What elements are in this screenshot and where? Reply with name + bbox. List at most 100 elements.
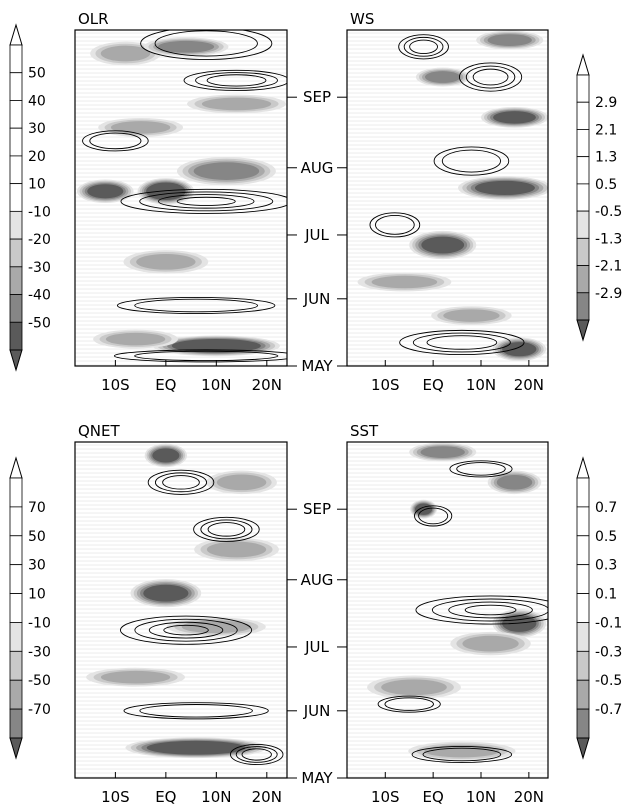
plot-frame (74, 441, 288, 779)
colorbar-segment (9, 238, 23, 268)
x-tick-label: 10S (371, 788, 400, 806)
x-tick-label: 10S (101, 376, 130, 394)
panel-ws: WS 10S EQ 10N 20N (346, 10, 549, 394)
colorbar-segment (576, 679, 590, 710)
contour-line (426, 335, 498, 350)
shaded-anomaly (157, 40, 215, 53)
contour-line (139, 191, 274, 212)
colorbar-label: -0.1 (595, 615, 622, 631)
contour-line (459, 62, 523, 92)
colorbar-segment (576, 74, 590, 103)
colorbar-label: 40 (28, 93, 46, 109)
contour-line (415, 595, 548, 625)
contour-line (422, 747, 502, 762)
contour-line (116, 297, 276, 315)
colorbar-segment (9, 210, 23, 240)
panel-olr: OLR 10S EQ 10N 20N MAY JUN JUL AUG SEP (74, 10, 347, 394)
colorbar-label: 10 (28, 587, 46, 603)
colorbar-label: -50 (28, 315, 51, 331)
shaded-anomaly (87, 184, 124, 199)
colorbar-segment (576, 593, 590, 623)
shaded-anomaly (496, 474, 533, 490)
shaded-anomaly (462, 635, 519, 652)
colorbar-label: 50 (28, 66, 46, 82)
shaded-anomaly (176, 339, 257, 352)
contour-line (409, 39, 438, 55)
colorbar-arrow-bottom (9, 349, 23, 372)
colorbar-label: 70 (28, 500, 46, 516)
contour-line (148, 621, 224, 639)
colorbar-arrow-top (9, 456, 23, 479)
colorbar-segment (576, 210, 590, 239)
contour-line (433, 146, 510, 176)
colorbar-label: -0.3 (595, 644, 622, 660)
panel-title: QNET (78, 422, 121, 440)
colorbar-label: -0.5 (595, 204, 622, 220)
plot-area (75, 442, 287, 778)
colorbar-label: -0.7 (595, 702, 622, 718)
colorbar: 50 40 30 20 10 -10 -20 -30 -40 -50 (9, 23, 51, 372)
colorbar-label: -70 (28, 702, 51, 718)
contour-line (464, 604, 517, 616)
colorbar-segment (576, 237, 590, 266)
x-tick-label: 10S (371, 376, 400, 394)
colorbar-arrow-top (576, 456, 590, 479)
shaded-anomaly (100, 45, 151, 62)
contour-line (113, 349, 287, 363)
colorbar-segment (576, 564, 590, 594)
colorbar: 2.9 2.1 1.3 0.5 -0.5 -1.3 -2.1 -2.9 (576, 53, 622, 342)
contour-line (147, 469, 215, 495)
contour-line (119, 615, 253, 645)
contour-line (472, 68, 509, 86)
colorbar-segment (576, 292, 590, 321)
shaded-anomaly (474, 180, 535, 195)
colorbar-segment (9, 127, 23, 157)
colorbar-segment (576, 650, 590, 681)
colorbar-arrow-bottom (9, 737, 23, 760)
colorbar-segment (9, 100, 23, 129)
shaded-anomaly (443, 309, 500, 322)
colorbar-label: 0.7 (595, 500, 617, 516)
contour-line (412, 332, 511, 353)
shaded-anomaly (110, 121, 171, 134)
x-tick-label: 20N (252, 788, 282, 806)
y-tick-label: AUG (301, 159, 334, 177)
shaded-anomaly (424, 744, 500, 758)
panel-qnet: QNET 10S EQ 10N 20N MAY JUN JUL AUG SEP (74, 422, 347, 806)
colorbar-segment (9, 155, 23, 185)
contour-line (374, 214, 415, 235)
contour-line (456, 462, 506, 476)
colorbar-segment (9, 266, 23, 295)
contour-line (230, 743, 284, 766)
shaded-anomaly (100, 670, 171, 684)
contour-line (465, 65, 516, 89)
colorbar-label: 20 (28, 149, 46, 165)
colorbar-label: 0.5 (595, 529, 617, 545)
shaded-anomaly (143, 584, 189, 602)
x-tick-label: 10N (201, 376, 231, 394)
colorbar-label: -10 (28, 204, 51, 220)
colorbar-label: -20 (28, 232, 51, 248)
contour-line (235, 746, 278, 763)
shaded-anomaly (201, 97, 272, 111)
contour-line (176, 196, 236, 206)
colorbar-segment (576, 535, 590, 566)
colorbar-segment (9, 593, 23, 623)
shaded-anomaly (421, 236, 465, 254)
colorbar-segment (9, 506, 23, 537)
colorbar-label: 30 (28, 121, 46, 137)
contour-line (403, 36, 444, 57)
colorbar-segment (576, 156, 590, 185)
colorbar-segment (9, 622, 23, 652)
x-tick-label: 20N (514, 788, 544, 806)
colorbar-segment (576, 708, 590, 739)
contour-line (154, 472, 208, 493)
contour-line (369, 212, 421, 238)
colorbar: 70 50 30 10 -10 -30 -50 -70 (9, 456, 51, 760)
contour-line (195, 72, 278, 89)
x-tick-label: EQ (155, 376, 176, 394)
contour-line (134, 298, 259, 313)
y-tick-label: JUL (304, 226, 329, 244)
contour-line (448, 601, 533, 619)
